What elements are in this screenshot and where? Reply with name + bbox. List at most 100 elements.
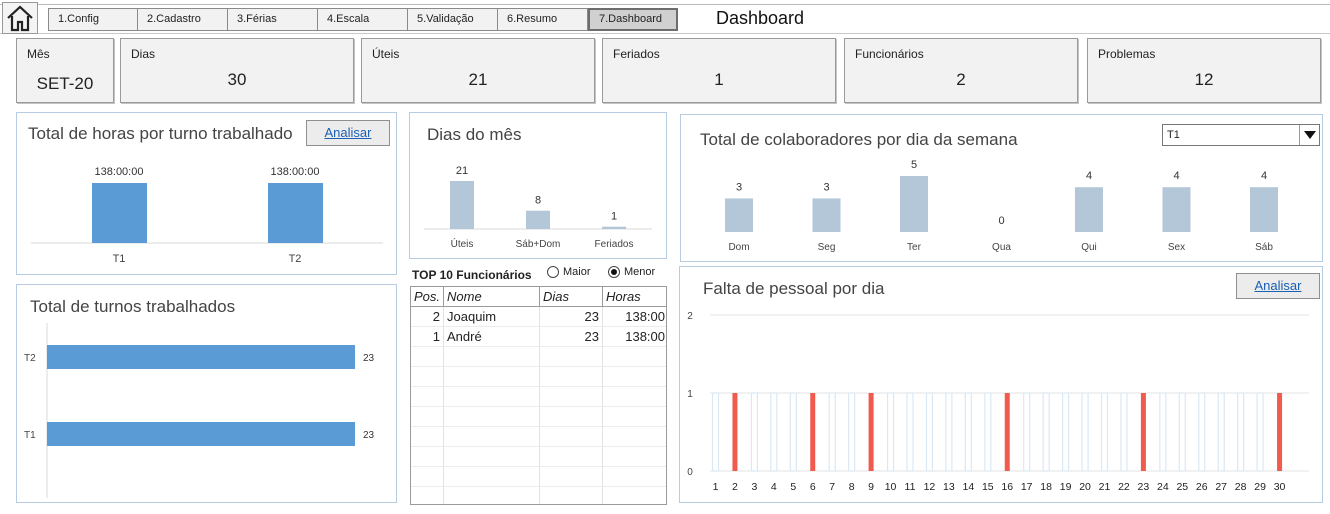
- header-horas: Horas: [603, 287, 666, 307]
- bar-day-11: [906, 392, 914, 472]
- tab-resumo[interactable]: 6.Resumo: [498, 8, 588, 31]
- x-tick-label: 13: [943, 481, 955, 493]
- tick-label: Sex: [1168, 242, 1185, 253]
- x-tick-label: 11: [905, 481, 916, 493]
- tab-config[interactable]: 1.Config: [48, 8, 138, 31]
- bar-day-9: [868, 393, 874, 471]
- tick-label: T1: [24, 430, 36, 441]
- kpi-problems-label: Problemas: [1098, 47, 1156, 61]
- x-tick-label: 9: [868, 481, 874, 493]
- x-tick-label: 28: [1235, 481, 1247, 493]
- data-label: 23: [363, 430, 375, 441]
- bar-day-22: [1120, 392, 1128, 472]
- kpi-workdays-card: Úteis 21: [361, 38, 595, 103]
- bar-weekday-dom: [725, 198, 753, 232]
- x-tick-label: 27: [1215, 481, 1227, 493]
- tab-dashboard[interactable]: 7.Dashboard: [588, 8, 678, 31]
- tab-ferias[interactable]: 3.Férias: [228, 8, 318, 31]
- kpi-holidays-value: 1: [714, 70, 724, 89]
- bar-day-6: [810, 393, 816, 471]
- home-button[interactable]: [2, 2, 38, 34]
- radio-maior-dot[interactable]: [547, 266, 559, 278]
- bar-day-25: [1178, 392, 1186, 472]
- top10-header-row: Pos. Nome Dias Horas: [411, 287, 666, 307]
- kpi-days-value: 30: [227, 70, 247, 89]
- x-tick-label: 30: [1274, 481, 1286, 493]
- shifts-worked-chart: 23 T2 23 T1: [24, 323, 375, 498]
- tick-label: Seg: [818, 242, 836, 253]
- table-row[interactable]: 1 André 23 138:00: [411, 327, 666, 347]
- bar-day-8: [848, 392, 856, 472]
- tick-label: Qua: [992, 242, 1011, 253]
- kpi-month-card: Mês SET-20: [16, 38, 114, 103]
- bar-day-4: [770, 392, 778, 472]
- bar-weekday-sex: [1162, 187, 1191, 232]
- bar-day-23: [1140, 393, 1146, 471]
- radio-menor-dot[interactable]: [608, 266, 620, 278]
- x-tick-label: 16: [1001, 481, 1013, 493]
- x-tick-label: 12: [924, 481, 936, 493]
- kpi-employees-card: Funcionários 2: [844, 38, 1078, 103]
- tab-validacao[interactable]: 5.Validação: [408, 8, 498, 31]
- bar-day-12: [925, 392, 934, 472]
- cell-nome: André: [444, 327, 540, 347]
- bar-day-28: [1237, 392, 1245, 472]
- bar-day-16: [1004, 393, 1010, 471]
- tick-label: Sáb+Dom: [516, 239, 561, 250]
- shifts-worked-panel: Total de turnos trabalhados 23 T2 23 T1: [16, 284, 397, 503]
- data-label: 23: [363, 353, 375, 364]
- tab-escala[interactable]: 4.Escala: [318, 8, 408, 31]
- table-row-empty: [411, 367, 666, 387]
- bar-t2: [47, 345, 355, 369]
- bar-t2: [268, 183, 323, 243]
- table-row-empty: [411, 347, 666, 367]
- bar-t1: [92, 183, 147, 243]
- data-label: 138:00:00: [95, 166, 144, 178]
- radio-maior-label: Maior: [563, 266, 591, 278]
- data-label: 3: [736, 181, 742, 193]
- bar-day-15: [984, 392, 992, 472]
- shortage-analisar-button[interactable]: Analisar: [1236, 273, 1320, 299]
- x-tick-label: 1: [713, 481, 719, 493]
- data-label: 8: [535, 195, 541, 207]
- shift-dropdown[interactable]: T1: [1162, 124, 1320, 146]
- page-title: Dashboard: [716, 8, 805, 28]
- table-row-empty: [411, 487, 666, 504]
- y-tick-label: 1: [687, 389, 693, 400]
- data-label: 1: [611, 211, 617, 223]
- x-tick-label: 19: [1060, 481, 1072, 493]
- kpi-employees-value: 2: [956, 70, 966, 89]
- table-row[interactable]: 2 Joaquim 23 138:00: [411, 307, 666, 327]
- weekday-title: Total de colaboradores por dia da semana: [700, 130, 1018, 149]
- cell-pos: 1: [411, 327, 444, 347]
- bar-t1: [47, 422, 355, 446]
- table-row-empty: [411, 427, 666, 447]
- data-label: 4: [1261, 170, 1267, 182]
- tick-label: Úteis: [451, 237, 474, 250]
- x-tick-label: 26: [1196, 481, 1208, 493]
- hours-analisar-button[interactable]: Analisar: [306, 120, 390, 146]
- table-row-empty: [411, 467, 666, 487]
- table-row-empty: [411, 387, 666, 407]
- bar-day-2: [732, 393, 738, 471]
- x-tick-label: 4: [771, 481, 777, 493]
- tab-cadastro[interactable]: 2.Cadastro: [138, 8, 228, 31]
- header-pos: Pos.: [411, 287, 444, 307]
- days-of-month-title: Dias do mês: [427, 125, 522, 144]
- radio-menor[interactable]: Menor: [608, 266, 655, 278]
- radio-maior[interactable]: Maior: [547, 266, 591, 278]
- shortage-title: Falta de pessoal por dia: [703, 279, 885, 298]
- dropdown-arrow-icon[interactable]: [1299, 125, 1319, 145]
- top-navigation: 1.Config 2.Cadastro 3.Férias 4.Escala 5.…: [0, 0, 1330, 34]
- kpi-problems-card: Problemas 12: [1087, 38, 1321, 103]
- y-tick-label: 2: [687, 311, 693, 322]
- bar-day-14: [964, 392, 972, 472]
- bar-day-type: [450, 181, 474, 229]
- tick-label: Sáb: [1255, 242, 1273, 253]
- x-tick-label: 23: [1138, 481, 1150, 493]
- tick-label: Feriados: [595, 239, 634, 250]
- y-tick-label: 0: [687, 467, 693, 478]
- tab-bar: 1.Config 2.Cadastro 3.Férias 4.Escala 5.…: [48, 8, 678, 31]
- x-tick-label: 21: [1099, 481, 1111, 493]
- days-of-month-chart: 21 Úteis 8 Sáb+Dom 1 Feriados: [424, 165, 652, 250]
